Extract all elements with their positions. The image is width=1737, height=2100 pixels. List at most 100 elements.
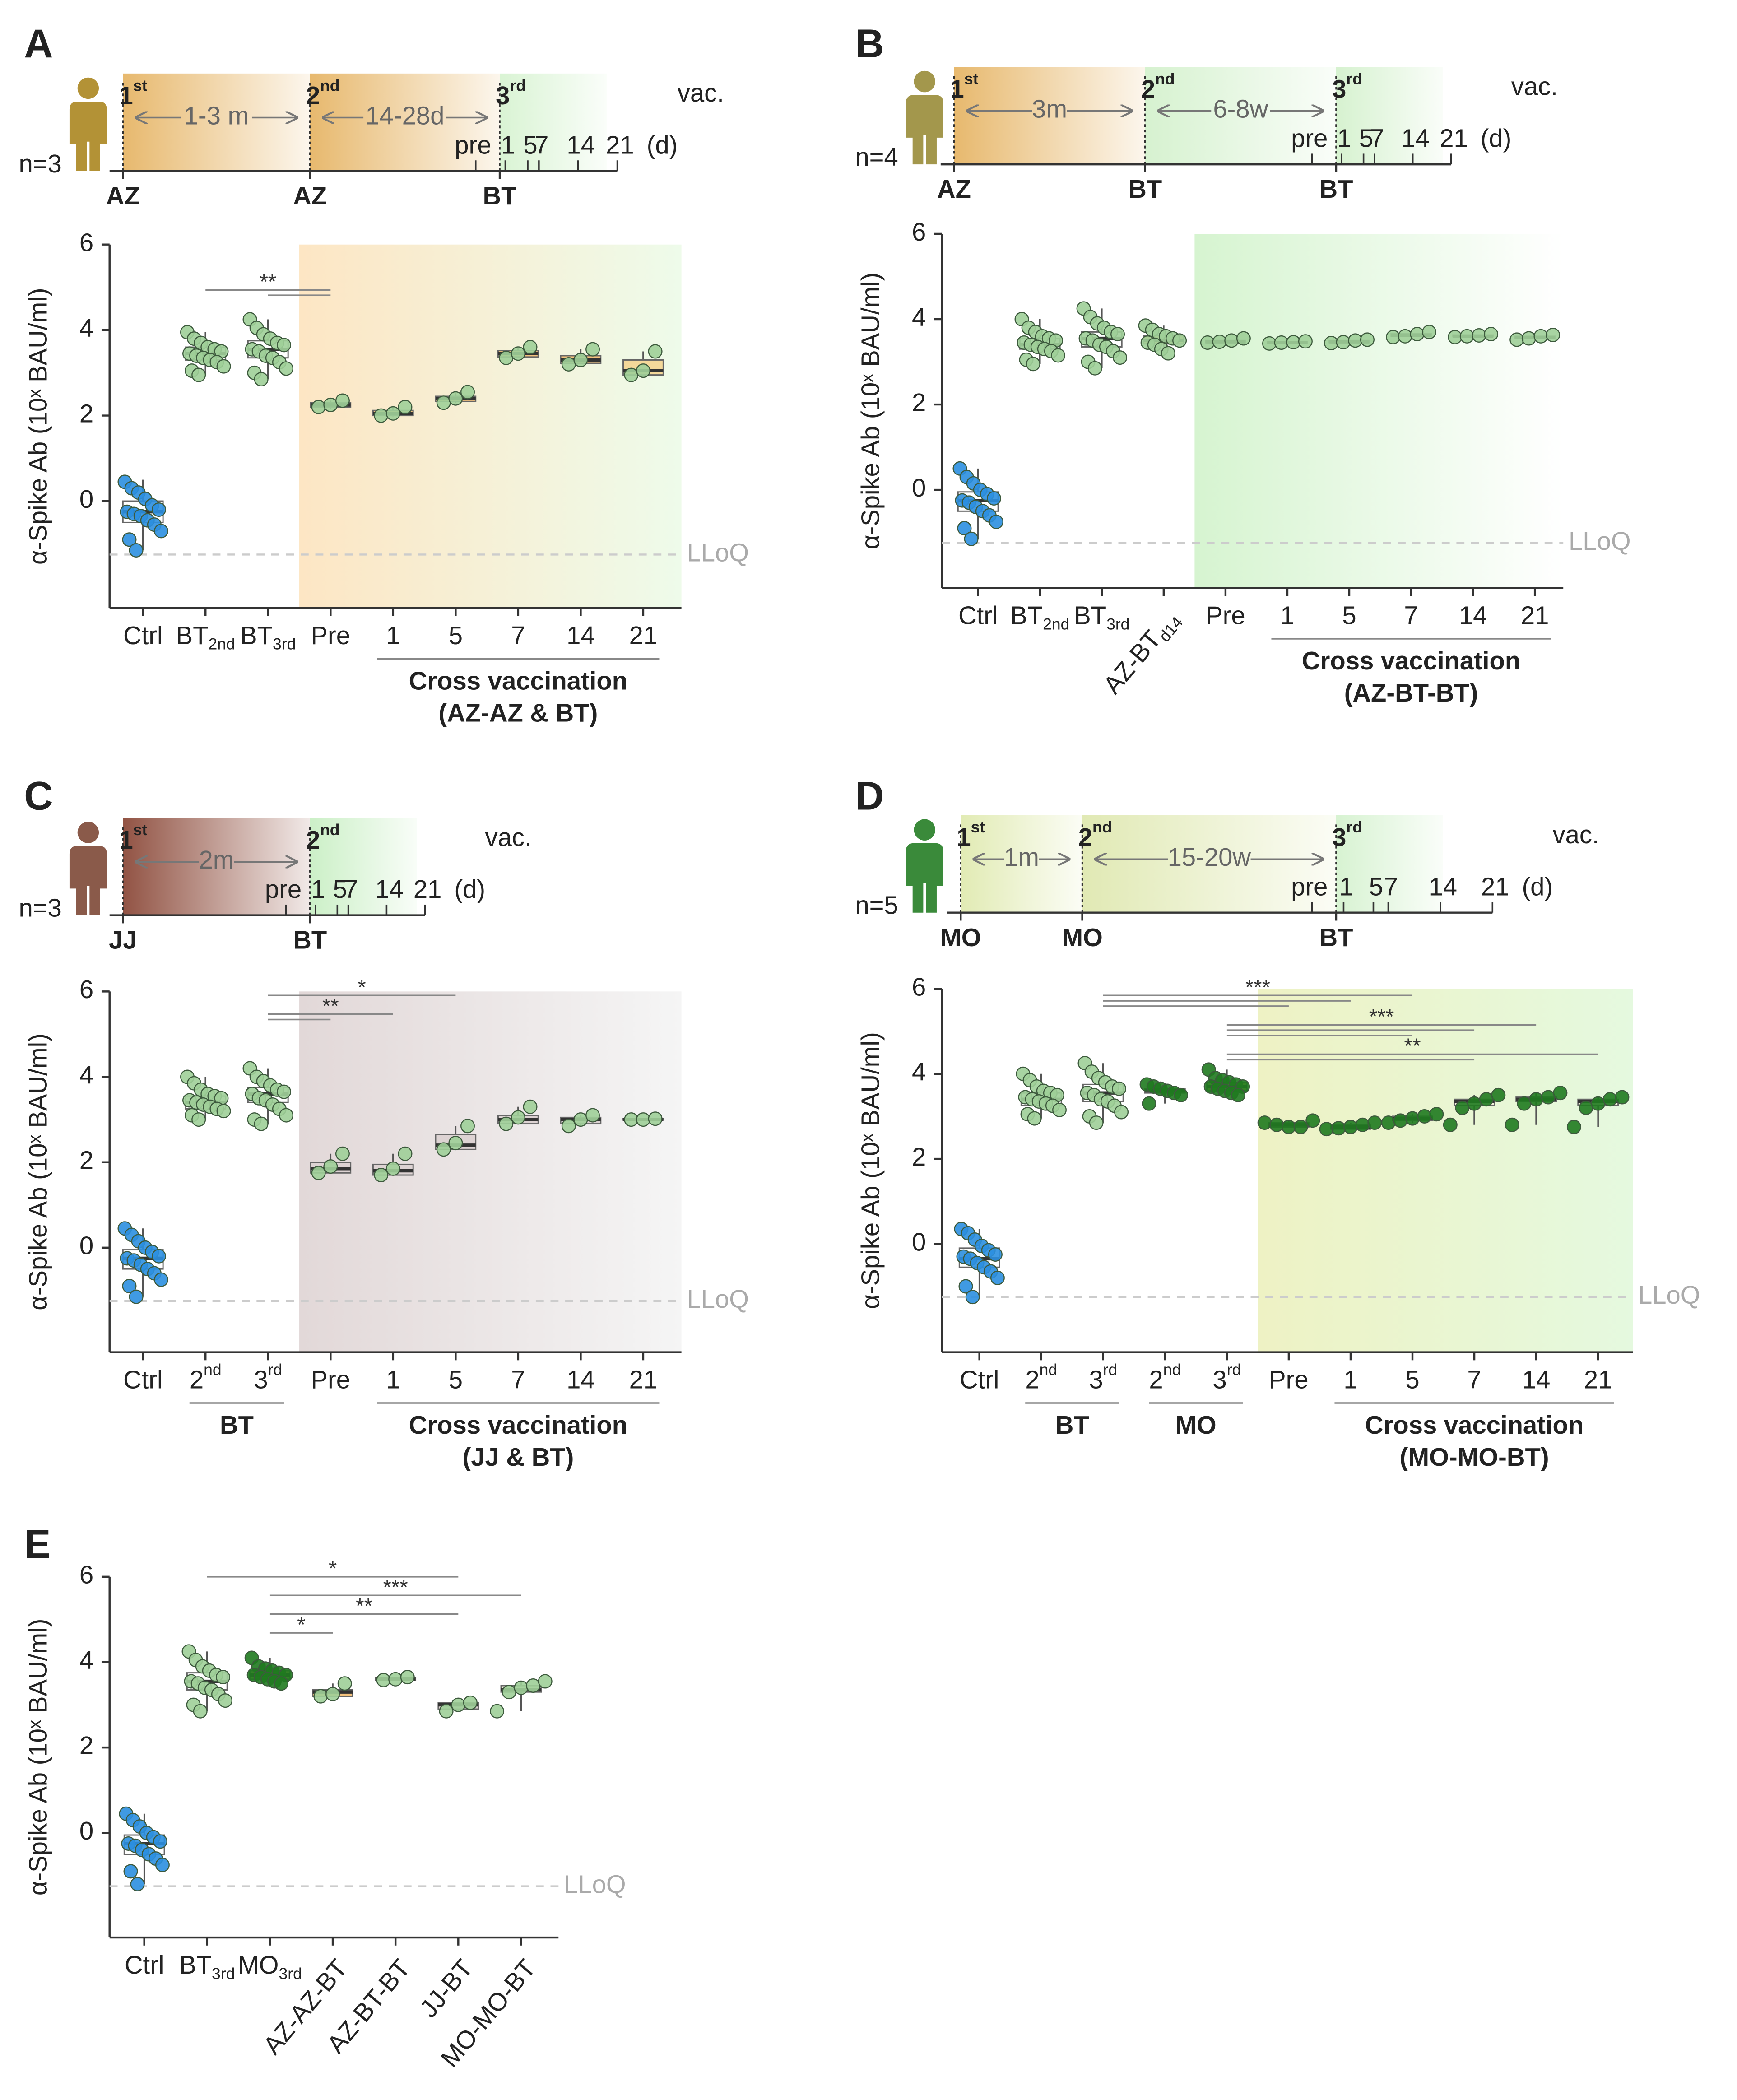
cohort-size: n=3 xyxy=(19,894,61,922)
dose-ordinal: 1st xyxy=(950,70,979,103)
data-point xyxy=(1026,357,1040,372)
dose-vaccine: JJ xyxy=(109,926,137,954)
data-point xyxy=(129,543,144,558)
category-name: 1 xyxy=(386,621,400,650)
category-name: Ctrl xyxy=(125,1951,164,1979)
data-point xyxy=(1336,335,1351,350)
data-point xyxy=(514,1680,529,1695)
interval-label: 2m xyxy=(199,846,234,874)
cohort-size: n=4 xyxy=(855,143,898,171)
dose-vaccine: AZ xyxy=(293,181,327,210)
dose-ordinal-suffix: rd xyxy=(1346,70,1362,88)
data-point xyxy=(448,391,463,406)
day-label: 5 xyxy=(523,130,537,159)
data-point xyxy=(313,1689,328,1704)
data-point xyxy=(624,1112,639,1127)
y-tick-label: 4 xyxy=(79,1646,93,1674)
data-point xyxy=(1455,1101,1470,1115)
data-point xyxy=(573,1112,588,1127)
lloq-label: LLoQ xyxy=(687,1285,749,1313)
y-tick-label: 6 xyxy=(912,972,926,1001)
data-point xyxy=(986,491,1001,506)
category-name: 7 xyxy=(1404,601,1418,629)
dose-ordinal-suffix: st xyxy=(971,818,985,836)
category-name: 1 xyxy=(1280,601,1294,629)
data-point xyxy=(325,1687,340,1701)
data-point xyxy=(1305,1113,1320,1128)
significance-label: *** xyxy=(1245,976,1270,999)
person-icon-body xyxy=(69,846,107,915)
dose-vaccine: BT xyxy=(1319,175,1353,203)
dose-ordinal-number: 2 xyxy=(1078,823,1092,851)
dose-ordinal-number: 1 xyxy=(119,826,133,854)
x-tick-label: 2nd xyxy=(1149,1361,1181,1394)
dose-vaccine: BT xyxy=(1319,923,1353,952)
data-point xyxy=(376,1673,391,1687)
data-point xyxy=(1348,333,1363,348)
group-label: Cross vaccination xyxy=(409,1411,627,1439)
x-tick-label: 7 xyxy=(1467,1366,1481,1394)
x-tick-label: Ctrl xyxy=(958,601,998,629)
panel-letter: A xyxy=(24,21,53,66)
x-tick-label: 3rd xyxy=(254,1361,282,1394)
cohort-size: n=3 xyxy=(19,149,61,178)
data-point xyxy=(1110,327,1125,342)
panel-letter: C xyxy=(24,774,53,818)
x-tick-label: 14 xyxy=(1522,1366,1551,1394)
x-tick-label: MO3rd xyxy=(238,1951,302,1983)
data-point xyxy=(1324,335,1339,350)
category-name: 5 xyxy=(449,1366,463,1394)
data-point xyxy=(385,406,400,421)
dose-ordinal-number: 1 xyxy=(950,74,964,103)
x-tick-label: BT3rd xyxy=(240,621,296,653)
group-sublabel: (JJ & BT) xyxy=(462,1443,574,1471)
dose-ordinal: 2nd xyxy=(306,77,340,110)
vaccination-label: vac. xyxy=(1553,820,1599,849)
x-tick-label: Ctrl xyxy=(123,621,163,650)
data-point xyxy=(1087,361,1102,376)
data-point xyxy=(279,361,294,376)
data-point xyxy=(216,359,231,374)
data-point xyxy=(1484,327,1499,342)
data-point xyxy=(460,385,475,400)
data-point xyxy=(1089,1115,1104,1130)
x-tick-label: 21 xyxy=(1584,1366,1612,1394)
data-point xyxy=(965,1290,980,1305)
shading xyxy=(299,991,682,1352)
data-point xyxy=(153,1272,168,1287)
x-tick-label: 5 xyxy=(449,1366,463,1394)
person-icon-head xyxy=(77,822,99,843)
data-point xyxy=(1114,1105,1129,1120)
data-point xyxy=(274,1676,289,1691)
day-label: 7 xyxy=(534,130,548,159)
y-tick-label: 4 xyxy=(79,1060,93,1089)
y-axis-label: α-Spike Ab (10ˣ BAU/ml) xyxy=(856,272,885,549)
data-point xyxy=(1281,1120,1296,1134)
category-superscript: rd xyxy=(1227,1361,1241,1379)
x-tick-label: Ctrl xyxy=(123,1366,163,1394)
data-point xyxy=(1172,333,1187,348)
dose-ordinal: 1st xyxy=(119,77,147,110)
y-tick-label: 6 xyxy=(79,1561,93,1589)
timeline-band xyxy=(500,73,607,171)
data-point xyxy=(1509,332,1524,347)
category-subscript: 2nd xyxy=(1043,615,1069,633)
category-superscript: nd xyxy=(204,1361,222,1379)
data-point xyxy=(636,363,650,378)
y-tick-label: 4 xyxy=(912,303,926,331)
data-point xyxy=(499,1116,514,1131)
x-tick-label: BT3rd xyxy=(179,1951,235,1983)
day-label: 7 xyxy=(1384,872,1398,901)
x-tick-label: 14 xyxy=(567,621,595,650)
data-point xyxy=(1448,330,1463,344)
y-tick-label: 0 xyxy=(912,474,926,502)
dose-ordinal: 2nd xyxy=(1078,818,1112,851)
data-point xyxy=(1052,1102,1067,1117)
timeline-band xyxy=(1336,815,1443,913)
vaccination-label: vac. xyxy=(485,823,531,851)
data-point xyxy=(1615,1090,1630,1105)
dose-vaccine: AZ xyxy=(937,175,971,203)
data-point xyxy=(1429,1107,1444,1122)
group-sublabel: (AZ-BT-BT) xyxy=(1344,678,1478,707)
timeline-band xyxy=(1082,815,1336,913)
